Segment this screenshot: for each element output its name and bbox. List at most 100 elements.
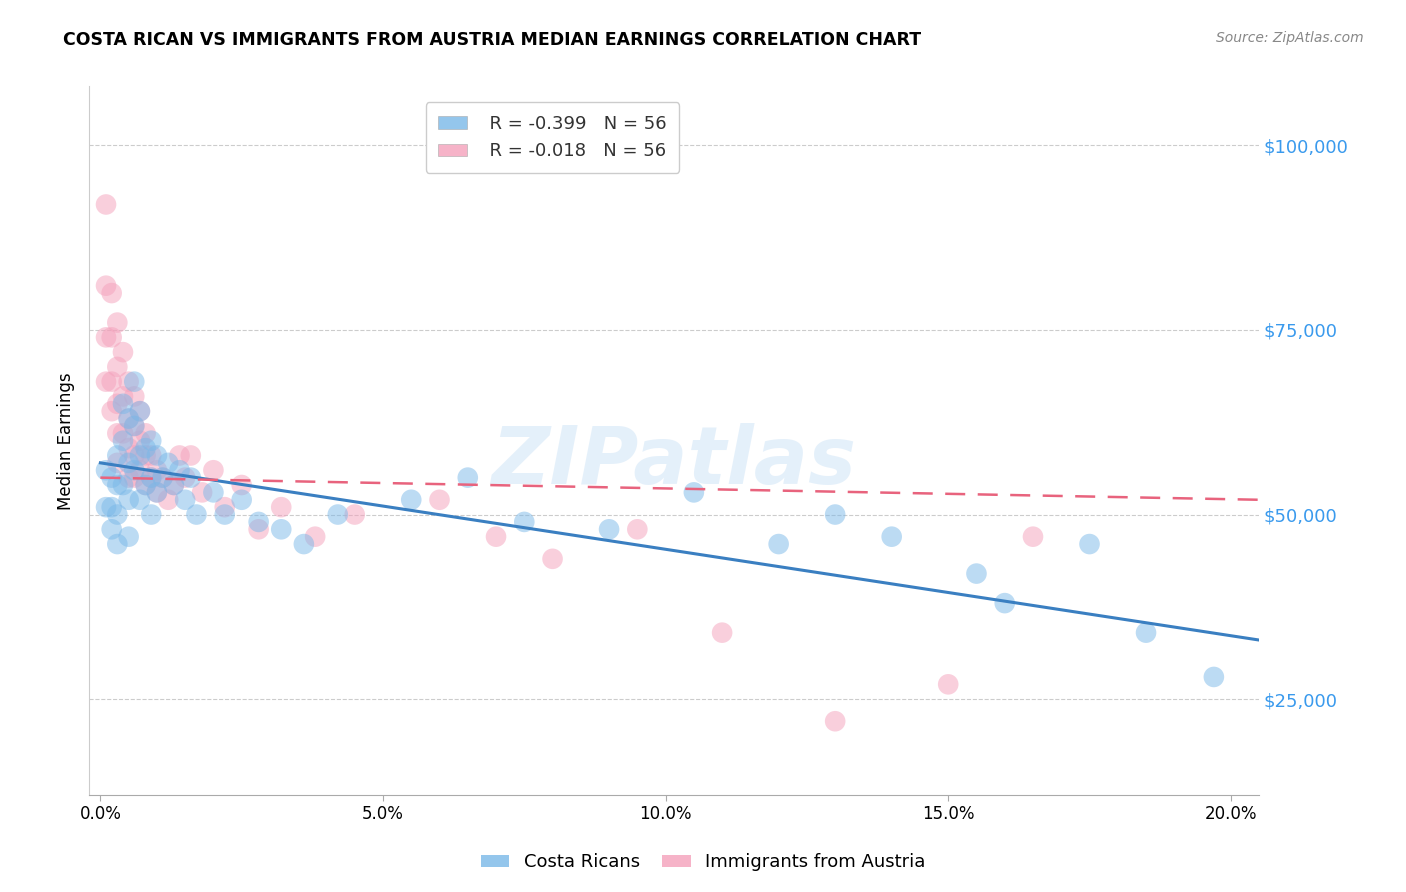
Point [105, 316, 128, 330]
Point [129, 463, 152, 477]
Point [214, 508, 236, 522]
Point [186, 508, 208, 522]
Point [326, 508, 349, 522]
Point [214, 500, 236, 515]
Point [141, 470, 163, 484]
Point [124, 389, 146, 403]
Point [94, 375, 117, 389]
Point [169, 449, 191, 463]
Text: COSTA RICAN VS IMMIGRANTS FROM AUSTRIA MEDIAN EARNINGS CORRELATION CHART: COSTA RICAN VS IMMIGRANTS FROM AUSTRIA M… [63, 31, 921, 49]
Point [94, 197, 117, 211]
Point [485, 530, 508, 544]
Point [135, 478, 157, 492]
Point [135, 449, 157, 463]
Point [117, 530, 139, 544]
Point [135, 478, 157, 492]
Point [768, 537, 790, 551]
Point [399, 492, 422, 507]
Point [936, 677, 959, 691]
Point [292, 537, 315, 551]
Point [100, 375, 122, 389]
Point [129, 404, 152, 418]
Point [124, 449, 146, 463]
Point [94, 463, 117, 477]
Point [117, 411, 139, 425]
Point [117, 411, 139, 425]
Point [111, 478, 134, 492]
Point [513, 515, 536, 529]
Point [824, 714, 846, 729]
Point [117, 441, 139, 455]
Point [163, 478, 186, 492]
Point [141, 434, 163, 448]
Point [174, 492, 197, 507]
Y-axis label: Median Earnings: Median Earnings [58, 372, 75, 509]
Point [146, 449, 169, 463]
Point [94, 278, 117, 293]
Point [100, 522, 122, 536]
Point [124, 375, 146, 389]
Point [247, 515, 270, 529]
Point [231, 492, 253, 507]
Point [270, 522, 292, 536]
Point [129, 492, 152, 507]
Point [105, 426, 128, 441]
Point [111, 389, 134, 403]
Point [105, 359, 128, 374]
Point [429, 492, 451, 507]
Point [146, 463, 169, 477]
Point [105, 478, 128, 492]
Point [157, 456, 180, 470]
Point [174, 470, 197, 484]
Text: ZIPatlas: ZIPatlas [492, 423, 856, 501]
Point [270, 500, 292, 515]
Point [105, 449, 128, 463]
Point [111, 434, 134, 448]
Point [111, 426, 134, 441]
Point [966, 566, 988, 581]
Point [141, 449, 163, 463]
Point [135, 426, 157, 441]
Point [1135, 625, 1157, 640]
Point [231, 478, 253, 492]
Point [157, 492, 180, 507]
Point [598, 522, 620, 536]
Point [711, 625, 734, 640]
Point [343, 508, 366, 522]
Point [202, 463, 225, 477]
Point [180, 449, 202, 463]
Point [94, 500, 117, 515]
Point [141, 470, 163, 484]
Point [100, 404, 122, 418]
Point [105, 508, 128, 522]
Point [100, 470, 122, 484]
Point [163, 478, 186, 492]
Point [1022, 530, 1045, 544]
Point [146, 485, 169, 500]
Point [180, 470, 202, 484]
Point [304, 530, 326, 544]
Point [682, 485, 704, 500]
Point [247, 522, 270, 536]
Point [100, 330, 122, 344]
Point [1202, 670, 1225, 684]
Point [202, 485, 225, 500]
Point [124, 419, 146, 434]
Text: Source: ZipAtlas.com: Source: ZipAtlas.com [1216, 31, 1364, 45]
Point [152, 470, 174, 484]
Point [994, 596, 1017, 610]
Point [124, 419, 146, 434]
Point [105, 456, 128, 470]
Point [626, 522, 648, 536]
Point [124, 463, 146, 477]
Point [117, 470, 139, 484]
Point [152, 470, 174, 484]
Legend: Costa Ricans, Immigrants from Austria: Costa Ricans, Immigrants from Austria [474, 847, 932, 879]
Point [124, 470, 146, 484]
Point [129, 449, 152, 463]
Point [117, 456, 139, 470]
Point [94, 330, 117, 344]
Point [111, 345, 134, 359]
Point [117, 492, 139, 507]
Point [541, 551, 564, 566]
